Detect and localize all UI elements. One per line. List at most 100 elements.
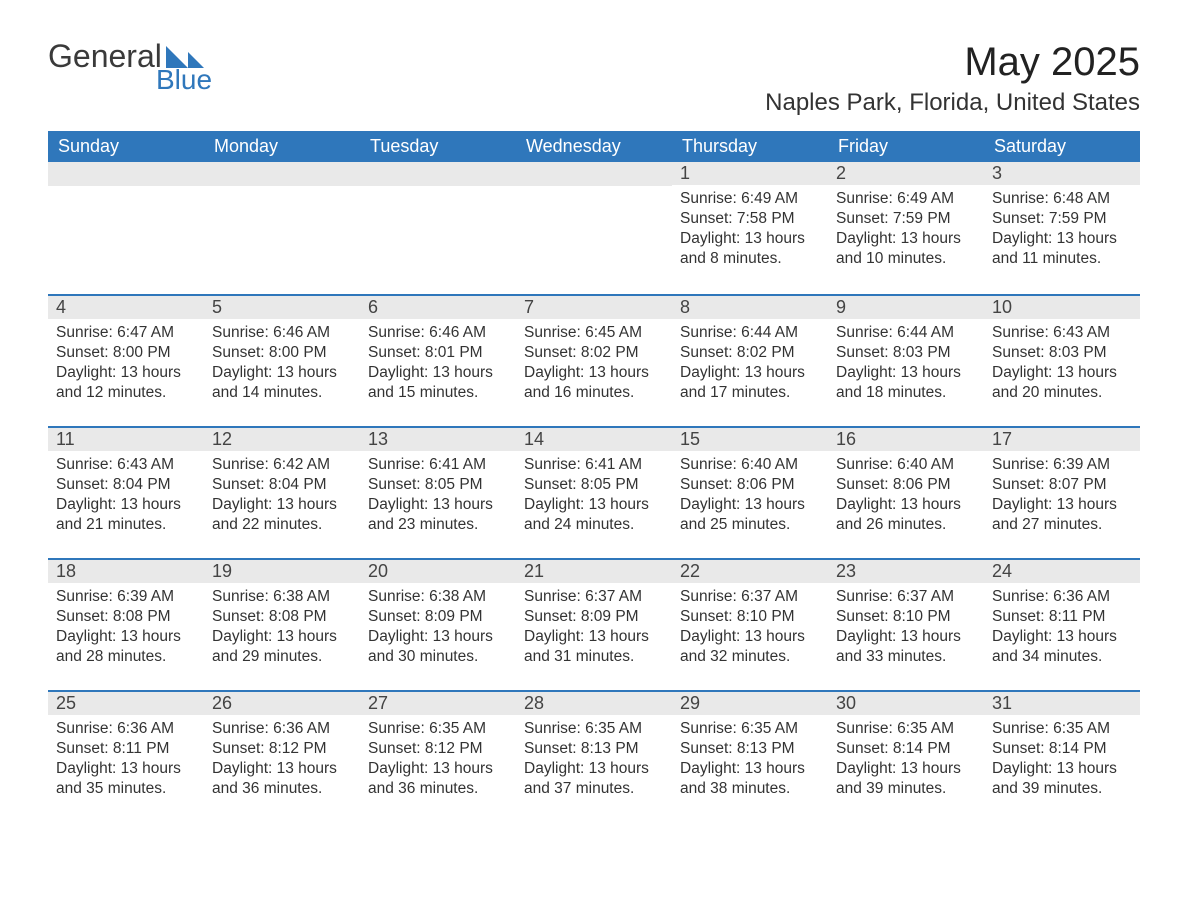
daylight-text: Daylight: 13 hours and 33 minutes.: [836, 627, 976, 667]
sunset-text: Sunset: 8:06 PM: [836, 475, 976, 495]
sunset-text: Sunset: 8:00 PM: [212, 343, 352, 363]
day-details: Sunrise: 6:44 AMSunset: 8:03 PMDaylight:…: [828, 319, 984, 412]
sunrise-text: Sunrise: 6:41 AM: [524, 455, 664, 475]
day-number: 6: [360, 296, 516, 319]
calendar-cell: 15Sunrise: 6:40 AMSunset: 8:06 PMDayligh…: [672, 426, 828, 558]
sunset-text: Sunset: 8:02 PM: [680, 343, 820, 363]
sunset-text: Sunset: 8:08 PM: [56, 607, 196, 627]
daylight-text: Daylight: 13 hours and 8 minutes.: [680, 229, 820, 269]
day-details: Sunrise: 6:39 AMSunset: 8:08 PMDaylight:…: [48, 583, 204, 676]
day-details: Sunrise: 6:49 AMSunset: 7:58 PMDaylight:…: [672, 185, 828, 278]
calendar-cell: 30Sunrise: 6:35 AMSunset: 8:14 PMDayligh…: [828, 690, 984, 822]
calendar-cell: 13Sunrise: 6:41 AMSunset: 8:05 PMDayligh…: [360, 426, 516, 558]
day-details: Sunrise: 6:43 AMSunset: 8:04 PMDaylight:…: [48, 451, 204, 544]
daylight-text: Daylight: 13 hours and 31 minutes.: [524, 627, 664, 667]
day-details: Sunrise: 6:44 AMSunset: 8:02 PMDaylight:…: [672, 319, 828, 412]
sunset-text: Sunset: 8:12 PM: [368, 739, 508, 759]
day-details: Sunrise: 6:35 AMSunset: 8:13 PMDaylight:…: [516, 715, 672, 808]
day-number: 28: [516, 692, 672, 715]
calendar-cell: 29Sunrise: 6:35 AMSunset: 8:13 PMDayligh…: [672, 690, 828, 822]
day-details: Sunrise: 6:36 AMSunset: 8:11 PMDaylight:…: [984, 583, 1140, 676]
day-details: Sunrise: 6:36 AMSunset: 8:12 PMDaylight:…: [204, 715, 360, 808]
daylight-text: Daylight: 13 hours and 35 minutes.: [56, 759, 196, 799]
calendar-cell: 7Sunrise: 6:45 AMSunset: 8:02 PMDaylight…: [516, 294, 672, 426]
header: General Blue May 2025 Naples Park, Flori…: [48, 40, 1140, 127]
day-number: 10: [984, 296, 1140, 319]
day-number: 22: [672, 560, 828, 583]
sunset-text: Sunset: 7:58 PM: [680, 209, 820, 229]
day-number: 3: [984, 162, 1140, 185]
daylight-text: Daylight: 13 hours and 27 minutes.: [992, 495, 1132, 535]
sunset-text: Sunset: 8:04 PM: [212, 475, 352, 495]
sunset-text: Sunset: 8:09 PM: [524, 607, 664, 627]
sunset-text: Sunset: 8:12 PM: [212, 739, 352, 759]
calendar-cell: 14Sunrise: 6:41 AMSunset: 8:05 PMDayligh…: [516, 426, 672, 558]
day-number: 16: [828, 428, 984, 451]
logo: General Blue: [48, 40, 212, 94]
sunrise-text: Sunrise: 6:35 AM: [680, 719, 820, 739]
day-number: [48, 162, 204, 186]
sunrise-text: Sunrise: 6:40 AM: [836, 455, 976, 475]
sunrise-text: Sunrise: 6:37 AM: [680, 587, 820, 607]
location-text: Naples Park, Florida, United States: [765, 89, 1140, 117]
sunset-text: Sunset: 8:14 PM: [836, 739, 976, 759]
sunrise-text: Sunrise: 6:44 AM: [836, 323, 976, 343]
title-block: May 2025 Naples Park, Florida, United St…: [765, 40, 1140, 127]
calendar-cell: 3Sunrise: 6:48 AMSunset: 7:59 PMDaylight…: [984, 162, 1140, 294]
calendar-cell: 17Sunrise: 6:39 AMSunset: 8:07 PMDayligh…: [984, 426, 1140, 558]
daylight-text: Daylight: 13 hours and 25 minutes.: [680, 495, 820, 535]
day-number: 25: [48, 692, 204, 715]
sunset-text: Sunset: 8:06 PM: [680, 475, 820, 495]
sunrise-text: Sunrise: 6:36 AM: [212, 719, 352, 739]
day-number: 26: [204, 692, 360, 715]
day-number: [516, 162, 672, 186]
sunrise-text: Sunrise: 6:45 AM: [524, 323, 664, 343]
calendar-cell: 28Sunrise: 6:35 AMSunset: 8:13 PMDayligh…: [516, 690, 672, 822]
logo-text-general: General: [48, 40, 162, 72]
day-details: Sunrise: 6:45 AMSunset: 8:02 PMDaylight:…: [516, 319, 672, 412]
day-number: 29: [672, 692, 828, 715]
day-number: 31: [984, 692, 1140, 715]
day-details: Sunrise: 6:41 AMSunset: 8:05 PMDaylight:…: [516, 451, 672, 544]
daylight-text: Daylight: 13 hours and 15 minutes.: [368, 363, 508, 403]
calendar-cell: [516, 162, 672, 294]
sunset-text: Sunset: 8:14 PM: [992, 739, 1132, 759]
sunset-text: Sunset: 8:11 PM: [992, 607, 1132, 627]
sunset-text: Sunset: 8:00 PM: [56, 343, 196, 363]
daylight-text: Daylight: 13 hours and 34 minutes.: [992, 627, 1132, 667]
sunrise-text: Sunrise: 6:46 AM: [212, 323, 352, 343]
daylight-text: Daylight: 13 hours and 26 minutes.: [836, 495, 976, 535]
sunrise-text: Sunrise: 6:43 AM: [992, 323, 1132, 343]
day-number: 23: [828, 560, 984, 583]
daylight-text: Daylight: 13 hours and 39 minutes.: [992, 759, 1132, 799]
sunrise-text: Sunrise: 6:42 AM: [212, 455, 352, 475]
day-details: Sunrise: 6:38 AMSunset: 8:08 PMDaylight:…: [204, 583, 360, 676]
sunrise-text: Sunrise: 6:41 AM: [368, 455, 508, 475]
day-number: [360, 162, 516, 186]
day-details: Sunrise: 6:46 AMSunset: 8:01 PMDaylight:…: [360, 319, 516, 412]
calendar-cell: 21Sunrise: 6:37 AMSunset: 8:09 PMDayligh…: [516, 558, 672, 690]
daylight-text: Daylight: 13 hours and 22 minutes.: [212, 495, 352, 535]
day-number: 14: [516, 428, 672, 451]
daylight-text: Daylight: 13 hours and 18 minutes.: [836, 363, 976, 403]
daylight-text: Daylight: 13 hours and 30 minutes.: [368, 627, 508, 667]
day-number: 15: [672, 428, 828, 451]
day-number: 5: [204, 296, 360, 319]
day-details: Sunrise: 6:46 AMSunset: 8:00 PMDaylight:…: [204, 319, 360, 412]
day-details: Sunrise: 6:37 AMSunset: 8:10 PMDaylight:…: [828, 583, 984, 676]
sunset-text: Sunset: 8:03 PM: [992, 343, 1132, 363]
day-number: 2: [828, 162, 984, 185]
day-details: Sunrise: 6:35 AMSunset: 8:14 PMDaylight:…: [984, 715, 1140, 808]
day-details: Sunrise: 6:35 AMSunset: 8:14 PMDaylight:…: [828, 715, 984, 808]
day-number: 11: [48, 428, 204, 451]
sunset-text: Sunset: 8:01 PM: [368, 343, 508, 363]
calendar-cell: 16 Sunrise: 6:40 AMSunset: 8:06 PMDayligh…: [828, 426, 984, 558]
sunset-text: Sunset: 8:10 PM: [680, 607, 820, 627]
day-number: 17: [984, 428, 1140, 451]
day-details: Sunrise: 6:38 AMSunset: 8:09 PMDaylight:…: [360, 583, 516, 676]
day-number: 1: [672, 162, 828, 185]
day-details: Sunrise: 6:39 AMSunset: 8:07 PMDaylight:…: [984, 451, 1140, 544]
day-number: 18: [48, 560, 204, 583]
calendar-cell: 6Sunrise: 6:46 AMSunset: 8:01 PMDaylight…: [360, 294, 516, 426]
sunset-text: Sunset: 8:13 PM: [524, 739, 664, 759]
